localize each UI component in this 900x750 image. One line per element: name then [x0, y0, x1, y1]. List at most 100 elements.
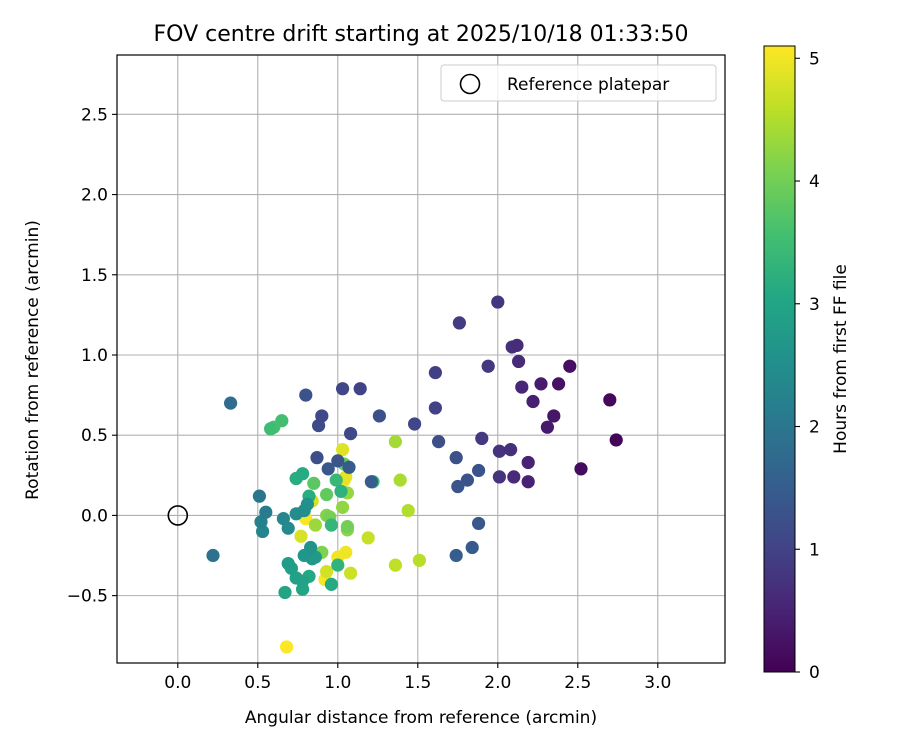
chart-title: FOV centre drift starting at 2025/10/18 …: [154, 22, 689, 47]
y-axis-label: Rotation from reference (arcmin): [23, 220, 43, 500]
data-point: [609, 433, 623, 447]
x-axis-ticks: 0.0 0.5 1.0 1.5 2.0 2.5 3.0: [164, 663, 671, 693]
data-point: [320, 487, 334, 502]
data-point: [276, 512, 290, 526]
y-axis-ticks: −0.5 0.0 0.5 1.0 1.5 2.0 2.5: [67, 105, 117, 607]
data-point: [252, 489, 266, 503]
data-point: [515, 380, 529, 394]
legend-box: [440, 64, 717, 102]
reference-platepar-marker: [167, 505, 189, 526]
colorbar-gradient: [763, 45, 796, 673]
data-point: [308, 518, 322, 532]
data-point: [388, 558, 402, 572]
data-point: [428, 366, 442, 380]
data-point: [299, 388, 313, 402]
data-point: [321, 462, 335, 476]
x-tick-label: 3.0: [644, 673, 671, 693]
grid-lines: [117, 55, 725, 663]
y-tick-label: 2.5: [81, 105, 108, 125]
colorbar-tick-label: 0: [809, 663, 820, 683]
x-tick-label: 1.0: [324, 673, 351, 693]
x-axis-label: Angular distance from reference (arcmin): [245, 708, 597, 728]
x-tick-label: 1.5: [404, 673, 431, 693]
data-point: [451, 479, 465, 494]
data-point: [340, 520, 354, 534]
data-point: [329, 473, 343, 487]
data-point: [412, 553, 426, 567]
data-point: [408, 417, 422, 431]
colorbar: 0 1 2 3 4 5 Hours from first FF file: [763, 45, 851, 683]
data-point: [275, 414, 289, 428]
colorbar-label: Hours from first FF file: [831, 264, 851, 454]
data-point: [307, 476, 321, 490]
data-point: [388, 435, 402, 449]
x-tick-label: 0.0: [164, 673, 191, 693]
colorbar-tick-label: 1: [809, 540, 820, 560]
y-tick-label: 2.0: [81, 186, 108, 206]
data-point: [574, 462, 588, 476]
data-point: [534, 377, 548, 391]
data-point: [540, 420, 555, 434]
data-point: [320, 564, 334, 579]
data-point: [331, 558, 345, 572]
data-point: [294, 529, 308, 543]
data-point: [492, 444, 506, 458]
data-point: [336, 500, 350, 514]
y-tick-label: 1.0: [81, 346, 108, 366]
data-point: [428, 401, 442, 415]
data-point: [324, 518, 338, 532]
data-point: [310, 451, 324, 465]
data-point: [334, 484, 348, 498]
data-point: [432, 435, 446, 449]
legend-label: Reference platepar: [507, 75, 669, 95]
data-point: [449, 451, 463, 465]
data-point: [339, 545, 353, 559]
y-tick-label: −0.5: [67, 587, 108, 607]
data-point: [361, 531, 375, 545]
data-point: [460, 473, 474, 487]
data-point: [481, 359, 495, 373]
data-point: [552, 377, 566, 391]
data-point: [336, 382, 350, 396]
data-point: [280, 640, 294, 654]
data-point: [342, 460, 356, 474]
data-point: [504, 443, 518, 457]
data-point: [324, 577, 338, 591]
legend: Reference platepar: [440, 64, 717, 102]
data-point: [603, 393, 617, 407]
y-tick-label: 0.0: [81, 506, 108, 526]
data-point: [401, 503, 415, 518]
data-point: [289, 507, 303, 521]
data-point: [563, 359, 577, 373]
data-point: [278, 585, 292, 600]
data-point: [372, 409, 386, 423]
legend-reference-marker: [459, 73, 481, 95]
data-point: [353, 382, 367, 396]
x-tick-label: 2.5: [564, 673, 591, 693]
data-point: [344, 566, 358, 580]
x-tick-label: 2.0: [484, 673, 511, 693]
colorbar-tick-label: 2: [809, 418, 820, 438]
data-point: [264, 422, 278, 436]
colorbar-tick-label: 4: [809, 172, 820, 192]
data-point: [465, 540, 479, 555]
data-point: [547, 409, 561, 423]
data-point: [510, 338, 524, 352]
data-point: [475, 431, 489, 446]
data-point: [511, 354, 526, 369]
data-point: [521, 455, 535, 470]
y-tick-label: 1.5: [81, 266, 108, 286]
y-tick-label: 0.5: [81, 426, 108, 446]
data-point: [492, 470, 506, 484]
data-point: [364, 475, 378, 489]
data-points: [206, 295, 623, 654]
colorbar-ticks: 0 1 2 3 4 5: [795, 49, 820, 683]
data-point: [507, 470, 521, 484]
plot-frame: [116, 54, 726, 664]
data-point: [452, 316, 466, 330]
data-point: [472, 463, 486, 478]
data-point: [449, 548, 463, 563]
data-point: [472, 516, 486, 531]
x-tick-label: 0.5: [244, 673, 271, 693]
data-point: [521, 475, 535, 489]
